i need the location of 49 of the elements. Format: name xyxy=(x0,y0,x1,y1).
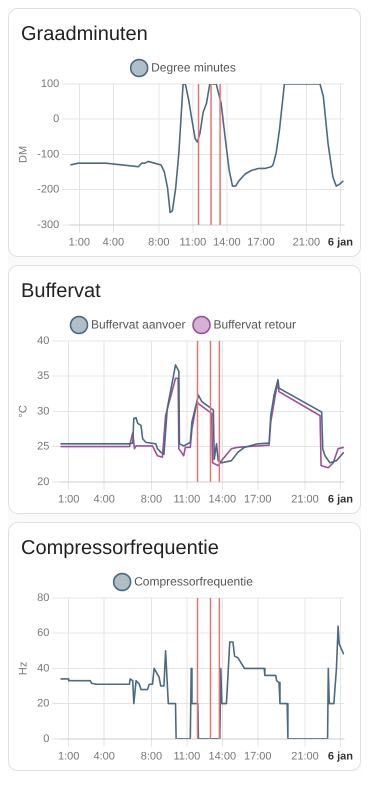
y-tick-label: -300 xyxy=(37,218,60,231)
x-tick-label: 14:00 xyxy=(208,493,236,506)
x-tick-label: 21:00 xyxy=(291,750,319,762)
x-tick-label: 6 jan xyxy=(328,750,354,762)
legend-label: Buffervat aanvoer xyxy=(91,317,186,332)
x-tick-label: 4:00 xyxy=(93,493,115,506)
x-tick-label: 11:00 xyxy=(174,750,200,762)
x-tick-label: 21:00 xyxy=(292,236,320,248)
y-tick-label: -200 xyxy=(37,184,60,196)
y-tick-label: -100 xyxy=(37,148,60,160)
y-axis-title: Hz xyxy=(18,662,30,676)
x-tick-label: 1:00 xyxy=(58,750,80,762)
x-tick-label: 8:00 xyxy=(140,493,162,506)
x-tick-label: 17:00 xyxy=(247,236,275,248)
x-tick-label: 1:00 xyxy=(68,236,90,248)
x-tick-label: 8:00 xyxy=(140,750,162,762)
x-tick-label: 4:00 xyxy=(102,236,124,248)
x-tick-label: 6 jan xyxy=(328,493,354,506)
y-tick-label: 40 xyxy=(37,662,50,674)
chart-title: Compressorfrequentie xyxy=(20,536,220,561)
y-tick-label: 60 xyxy=(37,627,50,640)
chart-title: Buffervat xyxy=(20,279,102,304)
legend-label: Compressorfrequentie xyxy=(134,574,254,588)
legend-label: Buffervat retour xyxy=(214,317,296,332)
x-tick-label: 14:00 xyxy=(208,750,236,762)
x-tick-label: 14:00 xyxy=(213,236,241,248)
x-tick-label: 1:00 xyxy=(58,493,80,506)
y-tick-label: 30 xyxy=(37,405,50,418)
chart-title: Graadminuten xyxy=(20,22,149,47)
x-tick-label: 6 jan xyxy=(328,236,354,248)
x-tick-label: 11:00 xyxy=(179,236,206,248)
x-tick-label: 17:00 xyxy=(244,493,272,506)
x-tick-label: 17:00 xyxy=(244,750,272,762)
y-axis-title: °C xyxy=(18,405,30,418)
y-axis-title: DM xyxy=(18,146,30,163)
y-tick-label: 35 xyxy=(37,370,50,382)
x-tick-label: 21:00 xyxy=(291,493,319,506)
y-tick-label: 80 xyxy=(37,592,50,604)
y-tick-label: 100 xyxy=(40,78,60,90)
legend-label: Degree minutes xyxy=(151,60,236,74)
y-tick-label: 20 xyxy=(37,698,50,710)
x-tick-label: 4:00 xyxy=(93,750,115,762)
y-tick-label: 20 xyxy=(37,476,50,488)
x-tick-label: 8:00 xyxy=(148,236,170,248)
y-tick-label: 25 xyxy=(37,440,50,453)
y-tick-label: 0 xyxy=(43,732,50,745)
y-tick-label: 0 xyxy=(53,113,60,126)
x-tick-label: 11:00 xyxy=(174,493,200,506)
y-tick-label: 40 xyxy=(37,335,50,348)
